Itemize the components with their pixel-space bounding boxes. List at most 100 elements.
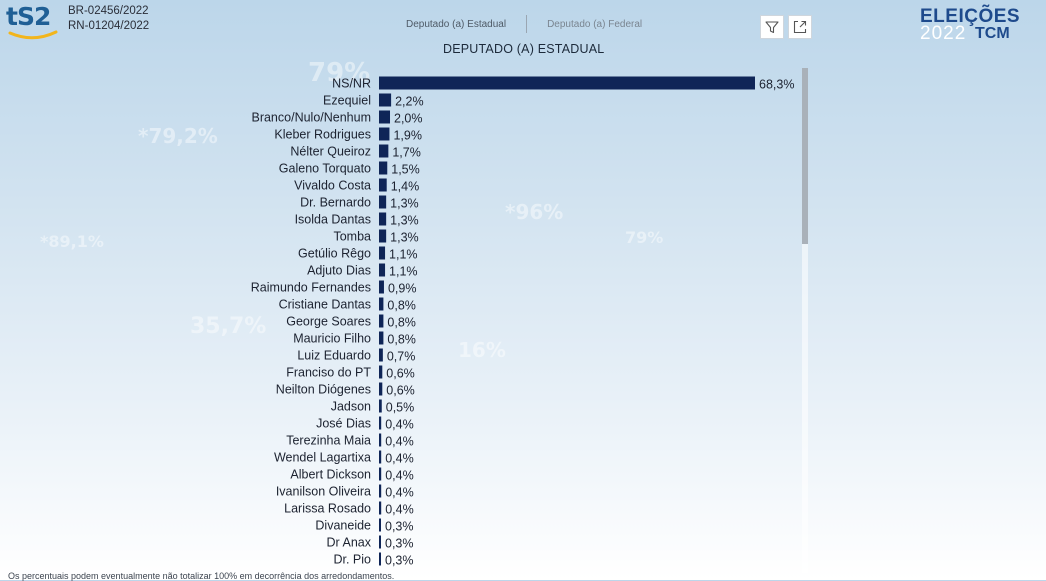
category-label: George Soares	[286, 315, 371, 329]
bar[interactable]	[379, 348, 383, 362]
value-label: 0,6%	[386, 367, 415, 381]
logo-swoosh	[8, 30, 58, 40]
bar[interactable]	[379, 93, 392, 107]
filter-button[interactable]	[760, 15, 784, 39]
category-label: Kleber Rodrigues	[274, 128, 371, 142]
category-label: Divaneide	[315, 519, 371, 533]
category-label: Vivaldo Costa	[294, 179, 371, 193]
bar[interactable]	[379, 212, 387, 226]
bar[interactable]	[379, 535, 381, 549]
tab-bar: Deputado (a) Estadual Deputado (a) Feder…	[400, 14, 648, 34]
value-label: 1,3%	[390, 197, 419, 211]
value-label: 1,4%	[391, 180, 420, 194]
bar[interactable]	[379, 433, 382, 447]
brand-tcm: TCM	[975, 25, 1010, 42]
category-label: Ezequiel	[323, 94, 371, 108]
bar[interactable]	[379, 399, 382, 413]
value-label: 0,3%	[385, 554, 414, 568]
value-label: 68,3%	[759, 78, 794, 92]
value-label: 1,5%	[391, 163, 420, 177]
value-label: 2,2%	[395, 95, 424, 109]
value-label: 0,8%	[387, 333, 416, 347]
value-label: 1,3%	[390, 231, 419, 245]
category-label: Albert Dickson	[290, 468, 371, 482]
tab-deputado-federal[interactable]: Deputado (a) Federal	[547, 18, 643, 30]
value-label: 1,9%	[393, 129, 422, 143]
value-label: 0,4%	[385, 469, 414, 483]
expand-button[interactable]	[788, 15, 812, 39]
category-label: Wendel Lagartixa	[274, 451, 371, 465]
bar[interactable]	[379, 144, 389, 158]
category-label: Mauricio Filho	[293, 332, 371, 346]
category-label: Ivanilson Oliveira	[276, 485, 371, 499]
category-label: Dr Anax	[327, 536, 372, 550]
brand-year: 2022	[920, 23, 967, 44]
category-label: Isolda Dantas	[295, 213, 371, 227]
bar[interactable]	[379, 314, 384, 328]
value-label: 0,6%	[386, 384, 415, 398]
value-label: 0,5%	[386, 401, 415, 415]
bar[interactable]	[379, 263, 386, 277]
bar[interactable]	[379, 178, 387, 192]
category-label: Getúlio Rêgo	[298, 247, 371, 261]
bar-chart: NS/NR 68,3% Ezequiel 2,2% Branco/Nulo/Nenhum…	[251, 76, 794, 568]
bar[interactable]	[379, 552, 381, 566]
bar[interactable]	[379, 365, 383, 379]
value-label: 0,4%	[385, 503, 414, 517]
value-label: 0,8%	[387, 316, 416, 330]
value-label: 1,3%	[390, 214, 419, 228]
bar[interactable]	[379, 416, 382, 430]
brand-title: ELEIÇÕES	[920, 6, 1021, 27]
category-label: Nélter Queiroz	[290, 145, 371, 159]
bar[interactable]	[379, 76, 755, 90]
bar[interactable]	[379, 280, 384, 294]
bar[interactable]	[379, 161, 388, 175]
category-label: Raimundo Fernandes	[251, 281, 371, 295]
bar[interactable]	[379, 518, 381, 532]
bar[interactable]	[379, 331, 384, 345]
category-label: Cristiane Dantas	[279, 298, 371, 312]
value-label: 0,3%	[385, 537, 414, 551]
scrollbar-thumb[interactable]	[802, 68, 808, 244]
value-label: 0,4%	[385, 452, 414, 466]
bar[interactable]	[379, 195, 387, 209]
footnote: Os percentuais podem eventualmente não t…	[8, 571, 395, 581]
bar[interactable]	[379, 467, 382, 481]
value-label: 0,3%	[385, 520, 414, 534]
filter-icon	[765, 21, 779, 34]
bar[interactable]	[379, 127, 390, 141]
category-label: Adjuto Dias	[307, 264, 371, 278]
category-label: Galeno Torquato	[279, 162, 371, 176]
tab-deputado-estadual[interactable]: Deputado (a) Estadual	[406, 18, 507, 30]
category-label: Dr. Bernardo	[300, 196, 371, 210]
chart-scrollbar[interactable]	[802, 68, 808, 573]
value-label: 0,7%	[387, 350, 416, 364]
category-label: Branco/Nulo/Nenhum	[251, 111, 371, 125]
bar[interactable]	[379, 484, 382, 498]
bar[interactable]	[379, 450, 382, 464]
value-label: 0,4%	[385, 418, 414, 432]
value-label: 0,9%	[388, 282, 417, 296]
bar[interactable]	[379, 501, 382, 515]
registration-rn: RN-01204/2022	[68, 20, 150, 32]
expand-icon	[793, 20, 807, 34]
bar[interactable]	[379, 246, 386, 260]
bar[interactable]	[379, 229, 387, 243]
category-label: Tomba	[333, 230, 371, 244]
value-label: 0,8%	[387, 299, 416, 313]
value-label: 2,0%	[394, 112, 423, 126]
bar[interactable]	[379, 297, 384, 311]
bar[interactable]	[379, 382, 383, 396]
value-label: 0,4%	[385, 435, 414, 449]
bar[interactable]	[379, 110, 391, 124]
value-label: 1,7%	[392, 146, 421, 160]
registration-numbers: BR-02456/2022 RN-01204/2022	[68, 4, 149, 34]
category-label: Franciso do PT	[286, 366, 371, 380]
ts2-logo: tS2	[6, 2, 62, 42]
category-label: Terezinha Maia	[286, 434, 371, 448]
value-label: 0,4%	[385, 486, 414, 500]
category-label: Neilton Diógenes	[276, 383, 371, 397]
category-label: Larissa Rosado	[284, 502, 371, 516]
registration-br: BR-02456/2022	[68, 5, 149, 17]
value-label: 1,1%	[389, 265, 418, 279]
